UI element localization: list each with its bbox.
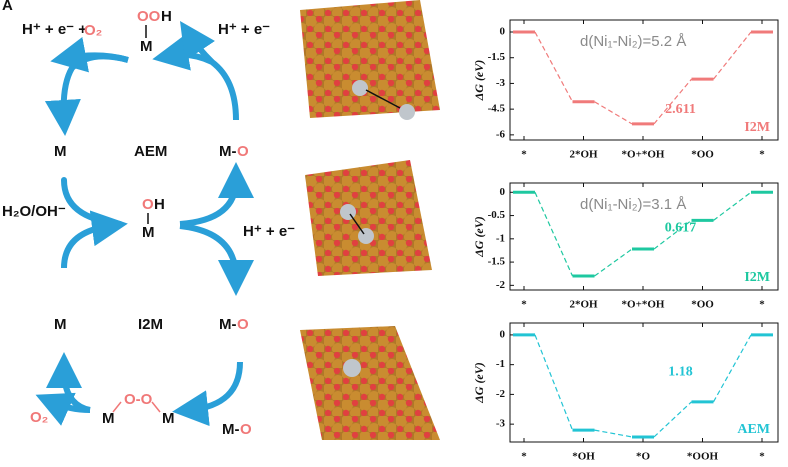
connector — [594, 101, 633, 125]
species: M- — [219, 143, 237, 160]
x-tick-label: * — [759, 299, 765, 311]
species: O — [237, 316, 249, 333]
plot-frame — [509, 182, 779, 291]
x-tick-label: *OH — [572, 451, 595, 462]
x-tick-label: * — [759, 149, 765, 161]
barrier-label: 0.617 — [665, 221, 697, 236]
distance-note: d(Ni₁-Ni₂)=3.1 Å — [580, 196, 686, 213]
species: M — [102, 410, 115, 427]
step-text: H₂O/OH⁻ — [2, 203, 66, 220]
y-tick-label: -0.5 — [488, 209, 506, 221]
x-tick-label: * — [521, 149, 527, 161]
connector — [653, 78, 692, 125]
y-tick-label: 0 — [500, 328, 506, 340]
mechanism: H⁺ + e⁻ + O₂ OO H M H⁺ + e⁻ M AEM M- O H… — [2, 8, 295, 438]
species: M- — [219, 316, 237, 333]
x-tick-label: 2*OH — [569, 149, 598, 161]
x-tick-label: * — [759, 451, 765, 462]
y-tick-label: 0 — [500, 26, 506, 38]
x-tick-label: *OO — [691, 149, 714, 161]
structure-image — [300, 326, 440, 440]
connector — [594, 248, 633, 277]
y-tick-label: -1 — [496, 232, 505, 244]
connector — [713, 31, 752, 80]
y-tick-label: -3 — [496, 418, 506, 430]
y-tick-label: -3 — [496, 77, 506, 89]
connector — [653, 401, 692, 438]
step-text: H⁺ + e⁻ — [243, 223, 295, 240]
connector — [594, 429, 633, 438]
barrier-label: 1.18 — [668, 365, 693, 380]
x-tick-label: *O — [636, 451, 651, 462]
y-tick-label: -1.5 — [488, 256, 506, 268]
plot-frame — [509, 19, 779, 141]
y-axis-label: ΔG (eV) — [472, 216, 486, 258]
y-tick-label: 0 — [500, 186, 506, 198]
barrier-label: 2.611 — [665, 102, 696, 117]
connector — [534, 192, 574, 277]
y-axis-label: ΔG (eV) — [472, 60, 486, 102]
mechanism-name: AEM — [134, 143, 167, 160]
y-axis-label: ΔG (eV) — [472, 362, 486, 404]
legend-label: I2M — [744, 270, 770, 285]
x-tick-label: *O+*OH — [622, 299, 665, 311]
x-tick-label: * — [521, 451, 527, 462]
species: O — [237, 143, 249, 160]
y-tick-label: -1 — [496, 358, 505, 370]
species: O-O — [124, 391, 153, 408]
species: M — [162, 410, 175, 427]
structures — [300, 0, 440, 440]
connector — [713, 191, 752, 221]
species: M — [140, 38, 153, 55]
species: H — [161, 8, 172, 25]
panel-label: A — [2, 0, 13, 14]
species: M — [54, 143, 67, 160]
species: M- — [222, 421, 240, 438]
x-tick-label: * — [521, 299, 527, 311]
connector — [712, 334, 752, 403]
connector — [534, 334, 574, 431]
y-tick-label: -1.5 — [488, 51, 506, 63]
x-tick-label: 2*OH — [569, 299, 598, 311]
species: O — [240, 421, 252, 438]
species: O — [142, 196, 154, 213]
structure-image — [305, 160, 432, 276]
x-tick-label: *OO — [691, 299, 714, 311]
species: OO — [137, 8, 161, 25]
plot-frame — [509, 322, 779, 443]
arrows — [35, 21, 254, 427]
species: M — [142, 224, 155, 241]
x-tick-label: *OOH — [687, 451, 719, 462]
legend-label: I2M — [744, 120, 770, 135]
y-tick-label: -2 — [496, 388, 506, 400]
y-tick-label: -2 — [496, 279, 506, 291]
step-text: H⁺ + e⁻ + — [22, 21, 87, 38]
y-tick-label: -6 — [496, 128, 506, 140]
mechanism-name: I2M — [138, 316, 163, 333]
y-tick-label: -4.5 — [488, 103, 506, 115]
connector — [534, 31, 574, 103]
structure-image — [300, 0, 440, 118]
species: M — [54, 316, 67, 333]
step-text: H⁺ + e⁻ — [218, 21, 270, 38]
distance-note: d(Ni₁-Ni₂)=5.2 Å — [580, 33, 686, 50]
x-tick-label: *O+*OH — [622, 149, 665, 161]
legend-label: AEM — [737, 422, 770, 437]
species: H — [154, 196, 165, 213]
species: O₂ — [30, 409, 48, 426]
step-text: O₂ — [84, 22, 102, 39]
